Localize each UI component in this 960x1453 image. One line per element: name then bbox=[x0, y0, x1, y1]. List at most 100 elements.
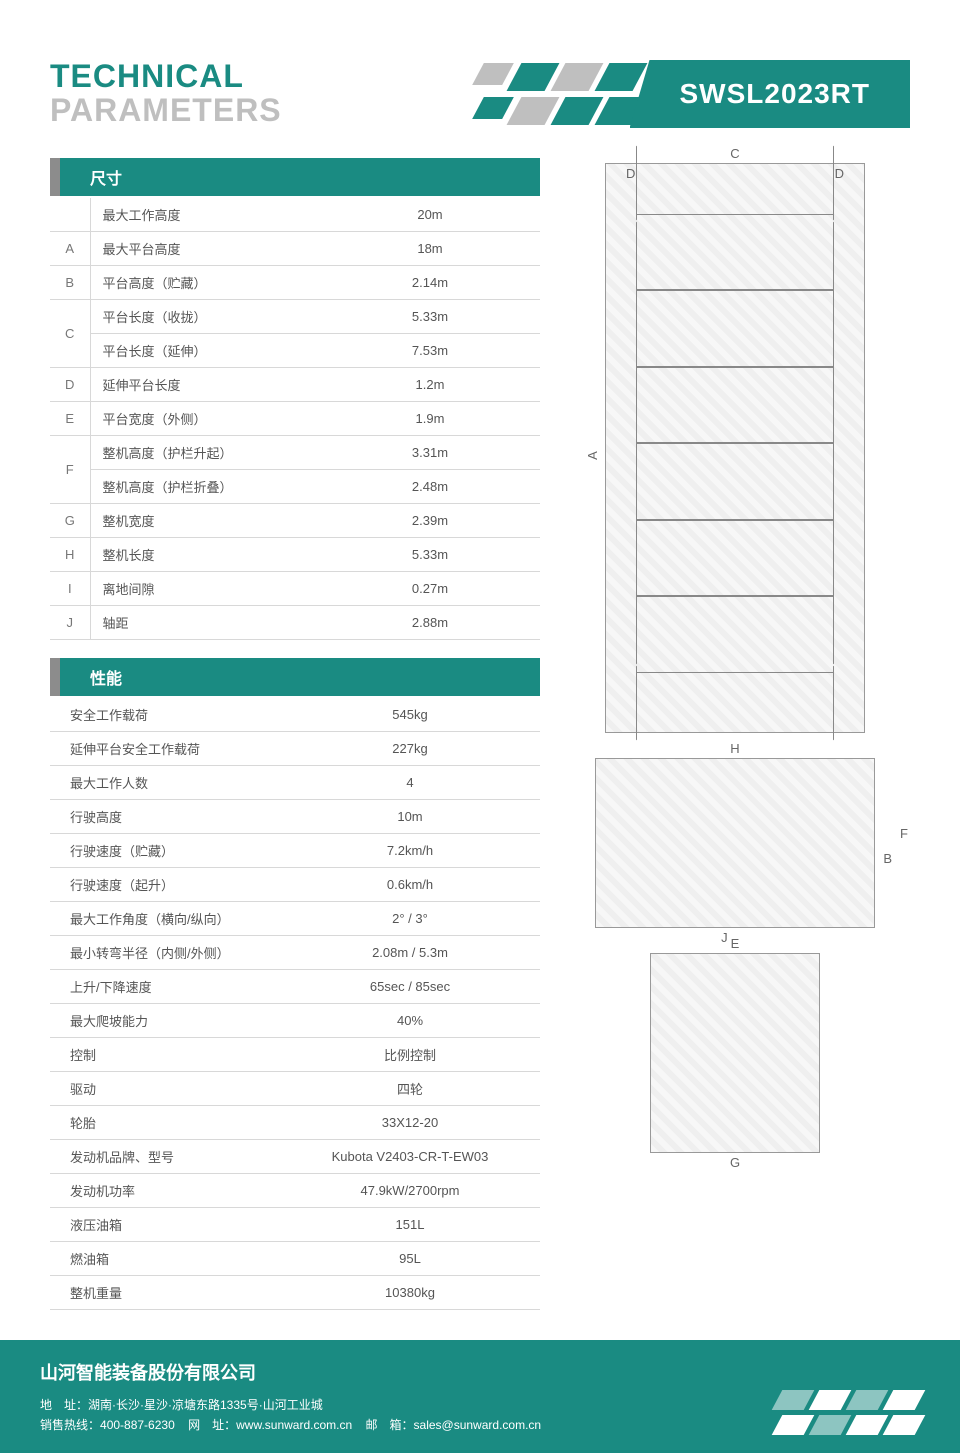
value-cell: 3.31m bbox=[320, 436, 540, 470]
label-cell: 液压油箱 bbox=[50, 1208, 280, 1242]
performance-table: 安全工作载荷545kg延伸平台安全工作载荷227kg最大工作人数4行驶高度10m… bbox=[50, 698, 540, 1310]
label-cell: 离地间隙 bbox=[90, 572, 320, 606]
value-cell: 47.9kW/2700rpm bbox=[280, 1174, 540, 1208]
label-cell: 驱动 bbox=[50, 1072, 280, 1106]
table-row: B平台高度（贮藏）2.14m bbox=[50, 266, 540, 300]
label-cell: 延伸平台安全工作载荷 bbox=[50, 732, 280, 766]
label-cell: 整机宽度 bbox=[90, 504, 320, 538]
label-cell: 最小转弯半径（内侧/外侧） bbox=[50, 936, 280, 970]
table-row: E平台宽度（外侧）1.9m bbox=[50, 402, 540, 436]
table-row: 整机高度（护栏折叠）2.48m bbox=[50, 470, 540, 504]
label-cell: 最大平台高度 bbox=[90, 232, 320, 266]
label-cell: 行驶高度 bbox=[50, 800, 280, 834]
diagram-side-extended: C D D A bbox=[605, 163, 865, 733]
dim-label-j: J bbox=[721, 930, 728, 945]
table-row: A最大平台高度18m bbox=[50, 232, 540, 266]
table-row: 平台长度（延伸）7.53m bbox=[50, 334, 540, 368]
value-cell: 1.2m bbox=[320, 368, 540, 402]
footer-decor bbox=[777, 1390, 920, 1435]
value-cell: 0.27m bbox=[320, 572, 540, 606]
label-cell: 最大工作高度 bbox=[90, 198, 320, 232]
table-row: 燃油箱95L bbox=[50, 1242, 540, 1276]
value-cell: 5.33m bbox=[320, 300, 540, 334]
value-cell: 0.6km/h bbox=[280, 868, 540, 902]
title-line-2: PARAMETERS bbox=[50, 94, 282, 128]
dim-label-f: F bbox=[900, 826, 908, 841]
skew-icon bbox=[472, 63, 514, 85]
header-decor: SWSL2023RT bbox=[478, 60, 911, 128]
diagram-side-stowed: H J B F bbox=[595, 758, 875, 928]
table-row: 上升/下降速度65sec / 85sec bbox=[50, 970, 540, 1004]
label-cell: 轮胎 bbox=[50, 1106, 280, 1140]
label-cell: 行驶速度（起升） bbox=[50, 868, 280, 902]
dim-label-h: H bbox=[730, 741, 739, 756]
value-cell: 2° / 3° bbox=[280, 902, 540, 936]
skew-icon bbox=[472, 97, 514, 119]
footer-company: 山河智能装备股份有限公司 bbox=[40, 1358, 541, 1389]
value-cell: 33X12-20 bbox=[280, 1106, 540, 1140]
label-cell: 平台长度（延伸） bbox=[90, 334, 320, 368]
value-cell: 227kg bbox=[280, 732, 540, 766]
table-row: 延伸平台安全工作载荷227kg bbox=[50, 732, 540, 766]
code-cell: A bbox=[50, 232, 90, 266]
skew-icon bbox=[506, 63, 559, 91]
label-cell: 发动机品牌、型号 bbox=[50, 1140, 280, 1174]
code-cell: G bbox=[50, 504, 90, 538]
code-cell: C bbox=[50, 300, 90, 368]
value-cell: 7.2km/h bbox=[280, 834, 540, 868]
table-row: 行驶速度（起升）0.6km/h bbox=[50, 868, 540, 902]
value-cell: 5.33m bbox=[320, 538, 540, 572]
value-cell: 20m bbox=[320, 198, 540, 232]
section-header-dimensions: 尺寸 bbox=[50, 158, 540, 196]
label-cell: 平台高度（贮藏） bbox=[90, 266, 320, 300]
table-row: 发动机品牌、型号Kubota V2403-CR-T-EW03 bbox=[50, 1140, 540, 1174]
value-cell: 545kg bbox=[280, 698, 540, 732]
label-cell: 整机高度（护栏折叠） bbox=[90, 470, 320, 504]
label-cell: 整机长度 bbox=[90, 538, 320, 572]
table-row: 液压油箱151L bbox=[50, 1208, 540, 1242]
code-cell: F bbox=[50, 436, 90, 504]
footer-address: 地 址：湖南·长沙·星沙·凉塘东路1335号·山河工业城 bbox=[40, 1395, 541, 1415]
label-cell: 最大爬坡能力 bbox=[50, 1004, 280, 1038]
skew-icon bbox=[506, 97, 559, 125]
table-row: 最大工作角度（横向/纵向）2° / 3° bbox=[50, 902, 540, 936]
label-cell: 轴距 bbox=[90, 606, 320, 640]
table-row: 驱动四轮 bbox=[50, 1072, 540, 1106]
value-cell: Kubota V2403-CR-T-EW03 bbox=[280, 1140, 540, 1174]
value-cell: 65sec / 85sec bbox=[280, 970, 540, 1004]
table-row: 最大工作人数4 bbox=[50, 766, 540, 800]
code-cell: I bbox=[50, 572, 90, 606]
table-row: D延伸平台长度1.2m bbox=[50, 368, 540, 402]
label-cell: 控制 bbox=[50, 1038, 280, 1072]
value-cell: 1.9m bbox=[320, 402, 540, 436]
skew-icon bbox=[550, 63, 603, 91]
code-cell: H bbox=[50, 538, 90, 572]
diagrams-panel: C D D A H J B F E bbox=[560, 158, 910, 1310]
header: TECHNICAL PARAMETERS SWSL2023RT bbox=[50, 60, 910, 128]
label-cell: 行驶速度（贮藏） bbox=[50, 834, 280, 868]
table-row: F整机高度（护栏升起）3.31m bbox=[50, 436, 540, 470]
table-row: 最大工作高度20m bbox=[50, 198, 540, 232]
table-row: C平台长度（收拢）5.33m bbox=[50, 300, 540, 334]
value-cell: 10m bbox=[280, 800, 540, 834]
footer: 山河智能装备股份有限公司 地 址：湖南·长沙·星沙·凉塘东路1335号·山河工业… bbox=[0, 1340, 960, 1453]
title-line-1: TECHNICAL bbox=[50, 60, 282, 94]
dim-label-c: C bbox=[730, 146, 739, 161]
footer-contact: 销售热线：400-887-6230 网 址：www.sunward.com.cn… bbox=[40, 1415, 541, 1435]
table-row: H整机长度5.33m bbox=[50, 538, 540, 572]
table-row: J轴距2.88m bbox=[50, 606, 540, 640]
model-badge: SWSL2023RT bbox=[630, 60, 911, 128]
label-cell: 平台宽度（外侧） bbox=[90, 402, 320, 436]
code-cell: J bbox=[50, 606, 90, 640]
dim-label-a: A bbox=[585, 451, 600, 460]
value-cell: 18m bbox=[320, 232, 540, 266]
table-row: G整机宽度2.39m bbox=[50, 504, 540, 538]
table-row: 行驶高度10m bbox=[50, 800, 540, 834]
label-cell: 平台长度（收拢） bbox=[90, 300, 320, 334]
value-cell: 2.39m bbox=[320, 504, 540, 538]
table-row: I离地间隙0.27m bbox=[50, 572, 540, 606]
dim-label-b: B bbox=[883, 851, 892, 866]
label-cell: 最大工作角度（横向/纵向） bbox=[50, 902, 280, 936]
dim-label-e: E bbox=[731, 936, 740, 951]
table-row: 行驶速度（贮藏）7.2km/h bbox=[50, 834, 540, 868]
